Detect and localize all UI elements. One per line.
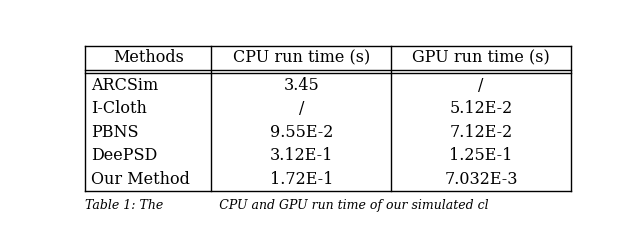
Text: /: / xyxy=(479,77,484,94)
Text: GPU run time (s): GPU run time (s) xyxy=(412,49,550,67)
Text: 1.25E-1: 1.25E-1 xyxy=(449,147,513,164)
Text: Table 1: The              CPU and GPU run time of our simulated cl: Table 1: The CPU and GPU run time of our… xyxy=(85,199,488,212)
Text: 3.12E-1: 3.12E-1 xyxy=(269,147,333,164)
Text: Our Method: Our Method xyxy=(91,171,190,188)
Text: /: / xyxy=(299,100,304,117)
Text: 1.72E-1: 1.72E-1 xyxy=(269,171,333,188)
Text: 7.032E-3: 7.032E-3 xyxy=(444,171,518,188)
Text: ARCSim: ARCSim xyxy=(91,77,158,94)
Text: 5.12E-2: 5.12E-2 xyxy=(449,100,513,117)
Text: CPU run time (s): CPU run time (s) xyxy=(233,49,370,67)
Text: 7.12E-2: 7.12E-2 xyxy=(449,124,513,141)
Text: DeePSD: DeePSD xyxy=(91,147,157,164)
Text: 3.45: 3.45 xyxy=(284,77,319,94)
Text: PBNS: PBNS xyxy=(91,124,138,141)
Text: 9.55E-2: 9.55E-2 xyxy=(269,124,333,141)
Text: Methods: Methods xyxy=(113,49,184,67)
Text: I-Cloth: I-Cloth xyxy=(91,100,147,117)
